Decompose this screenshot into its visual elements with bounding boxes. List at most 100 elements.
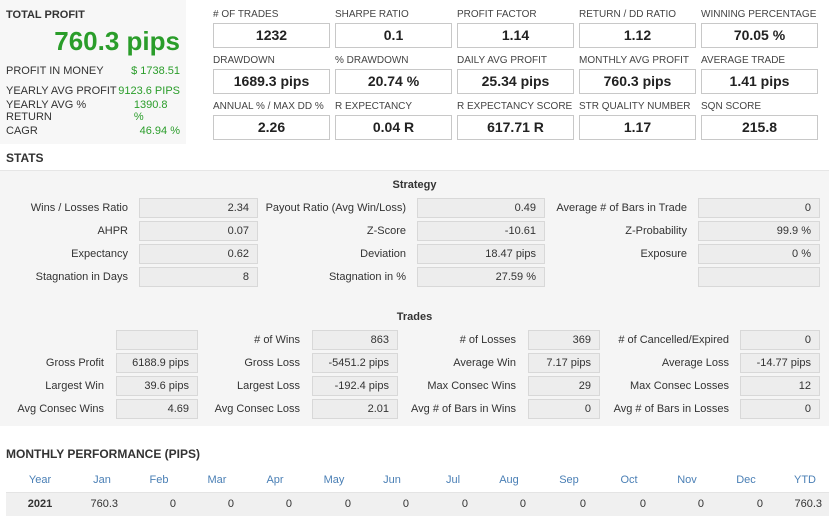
metric-monthly-avg-profit: MONTHLY AVG PROFIT 760.3 pips <box>579 55 696 94</box>
summary-row-label: YEARLY AVG % RETURN <box>6 99 87 123</box>
monthly-header-apr: Apr <box>266 474 284 486</box>
metric-return-dd-ratio: RETURN / DD RATIO 1.12 <box>579 9 696 48</box>
metric-label: WINNING PERCENTAGE <box>701 9 817 20</box>
stat-label: # of Wins <box>254 334 300 346</box>
stat-value: 29 <box>528 376 600 396</box>
metric-average-trade: AVERAGE TRADE 1.41 pips <box>701 55 818 94</box>
metric-drawdown: DRAWDOWN 1689.3 pips <box>213 55 330 94</box>
stats-title: STATS <box>6 151 44 165</box>
summary-row-yearly-avg-profit: YEARLY AVG PROFIT 9123.6 PIPS <box>6 83 180 99</box>
metric-label: PROFIT FACTOR <box>457 9 537 20</box>
stat-value: 0 <box>740 330 820 350</box>
stat-label: Deviation <box>360 248 406 260</box>
metric-value: 25.34 pips <box>457 69 574 94</box>
stat-label: Average Win <box>453 357 516 369</box>
stat-label: Stagnation in % <box>328 271 406 283</box>
summary-row-label: YEARLY AVG PROFIT <box>6 85 117 97</box>
metric-label: % DRAWDOWN <box>335 55 409 66</box>
metric-value: 1.14 <box>457 23 574 48</box>
monthly-cell-nov: 0 <box>697 498 704 510</box>
metric-annual-max-dd: ANNUAL % / MAX DD % 2.26 <box>213 101 330 140</box>
metric-label: AVERAGE TRADE <box>701 55 786 66</box>
stat-label: Largest Win <box>45 380 104 392</box>
metric-label: DRAWDOWN <box>213 55 275 66</box>
stat-value: 12 <box>740 376 820 396</box>
monthly-cell-feb: 0 <box>169 498 176 510</box>
monthly-header-may: May <box>323 474 345 486</box>
stat-value: 27.59 % <box>417 267 545 287</box>
stat-label: Average # of Bars in Trade <box>556 202 687 214</box>
metric-label: # OF TRADES <box>213 9 279 20</box>
stat-value-empty <box>698 267 820 287</box>
stat-value: 0 % <box>698 244 820 264</box>
stat-label: # of Cancelled/Expired <box>618 334 729 346</box>
metric-str-quality-number: STR QUALITY NUMBER 1.17 <box>579 101 696 140</box>
monthly-cell-jun: 0 <box>402 498 409 510</box>
metric-label: STR QUALITY NUMBER <box>579 101 691 112</box>
summary-row-label: PROFIT IN MONEY <box>6 65 104 77</box>
stat-label: Exposure <box>640 248 687 260</box>
stat-value: -192.4 pips <box>312 376 398 396</box>
total-profit-value: 760.3 pips <box>54 26 180 56</box>
monthly-cell-dec: 0 <box>756 498 763 510</box>
monthly-cell-ytd: 760.3 <box>794 498 822 510</box>
metric-percent-drawdown: % DRAWDOWN 20.74 % <box>335 55 452 94</box>
monthly-header-oct: Oct <box>620 474 638 486</box>
metric-value: 1.17 <box>579 115 696 140</box>
monthly-header-nov: Nov <box>677 474 697 486</box>
monthly-header-aug: Aug <box>499 474 519 486</box>
monthly-cell-year: 2021 <box>27 498 53 510</box>
stat-value: 2.34 <box>139 198 258 218</box>
stat-value: 8 <box>139 267 258 287</box>
stat-value: 39.6 pips <box>116 376 198 396</box>
stat-value: 4.69 <box>116 399 198 419</box>
metric-value: 1.41 pips <box>701 69 818 94</box>
metric-trades: # OF TRADES 1232 <box>213 9 330 48</box>
monthly-cell-oct: 0 <box>639 498 646 510</box>
stat-value: 7.17 pips <box>528 353 600 373</box>
monthly-header-mar: Mar <box>207 474 227 486</box>
stat-label: # of Losses <box>459 334 516 346</box>
metric-label: SQN SCORE <box>701 101 762 112</box>
metric-label: R EXPECTANCY <box>335 101 413 112</box>
stat-value: 0 <box>740 399 820 419</box>
stat-value: 0.62 <box>139 244 258 264</box>
stat-value: 2.01 <box>312 399 398 419</box>
stat-label: Max Consec Wins <box>427 380 516 392</box>
stat-label: Payout Ratio (Avg Win/Loss) <box>265 202 406 214</box>
stat-value: 369 <box>528 330 600 350</box>
monthly-header-feb: Feb <box>149 474 169 486</box>
metric-value: 1.12 <box>579 23 696 48</box>
stat-label: Gross Profit <box>45 357 104 369</box>
metric-value: 1689.3 pips <box>213 69 330 94</box>
stat-label: Avg Consec Loss <box>214 403 300 415</box>
stat-label: Max Consec Losses <box>629 380 729 392</box>
stat-label: Z-Probability <box>625 225 687 237</box>
metric-value: 1232 <box>213 23 330 48</box>
monthly-cell-mar: 0 <box>227 498 234 510</box>
trades-title: Trades <box>396 311 433 323</box>
metric-sharpe-ratio: SHARPE RATIO 0.1 <box>335 9 452 48</box>
monthly-cell-sep: 0 <box>579 498 586 510</box>
metric-winning-percentage: WINNING PERCENTAGE 70.05 % <box>701 9 818 48</box>
stat-value: 0 <box>528 399 600 419</box>
monthly-cell-jul: 0 <box>461 498 468 510</box>
stat-value: -14.77 pips <box>740 353 820 373</box>
metric-daily-avg-profit: DAILY AVG PROFIT 25.34 pips <box>457 55 574 94</box>
monthly-header-ytd: YTD <box>794 474 816 486</box>
stat-label: Wins / Losses Ratio <box>30 202 128 214</box>
monthly-header-jan: Jan <box>93 474 111 486</box>
stat-value: 18.47 pips <box>417 244 545 264</box>
stat-label: Avg Consec Wins <box>17 403 104 415</box>
stat-label: Gross Loss <box>244 357 300 369</box>
metric-label: SHARPE RATIO <box>335 9 409 20</box>
stat-label: Stagnation in Days <box>35 271 128 283</box>
stat-value: -5451.2 pips <box>312 353 398 373</box>
summary-row-cagr: CAGR 46.94 % <box>6 123 180 139</box>
summary-row-value: $ 1738.51 <box>131 65 180 77</box>
metric-value: 2.26 <box>213 115 330 140</box>
summary-row-yearly-avg-return: YEARLY AVG % RETURN 1390.8 % <box>6 99 180 123</box>
monthly-cell-may: 0 <box>344 498 351 510</box>
summary-row-profit-money: PROFIT IN MONEY $ 1738.51 <box>6 63 180 79</box>
monthly-header-jul: Jul <box>445 474 461 486</box>
